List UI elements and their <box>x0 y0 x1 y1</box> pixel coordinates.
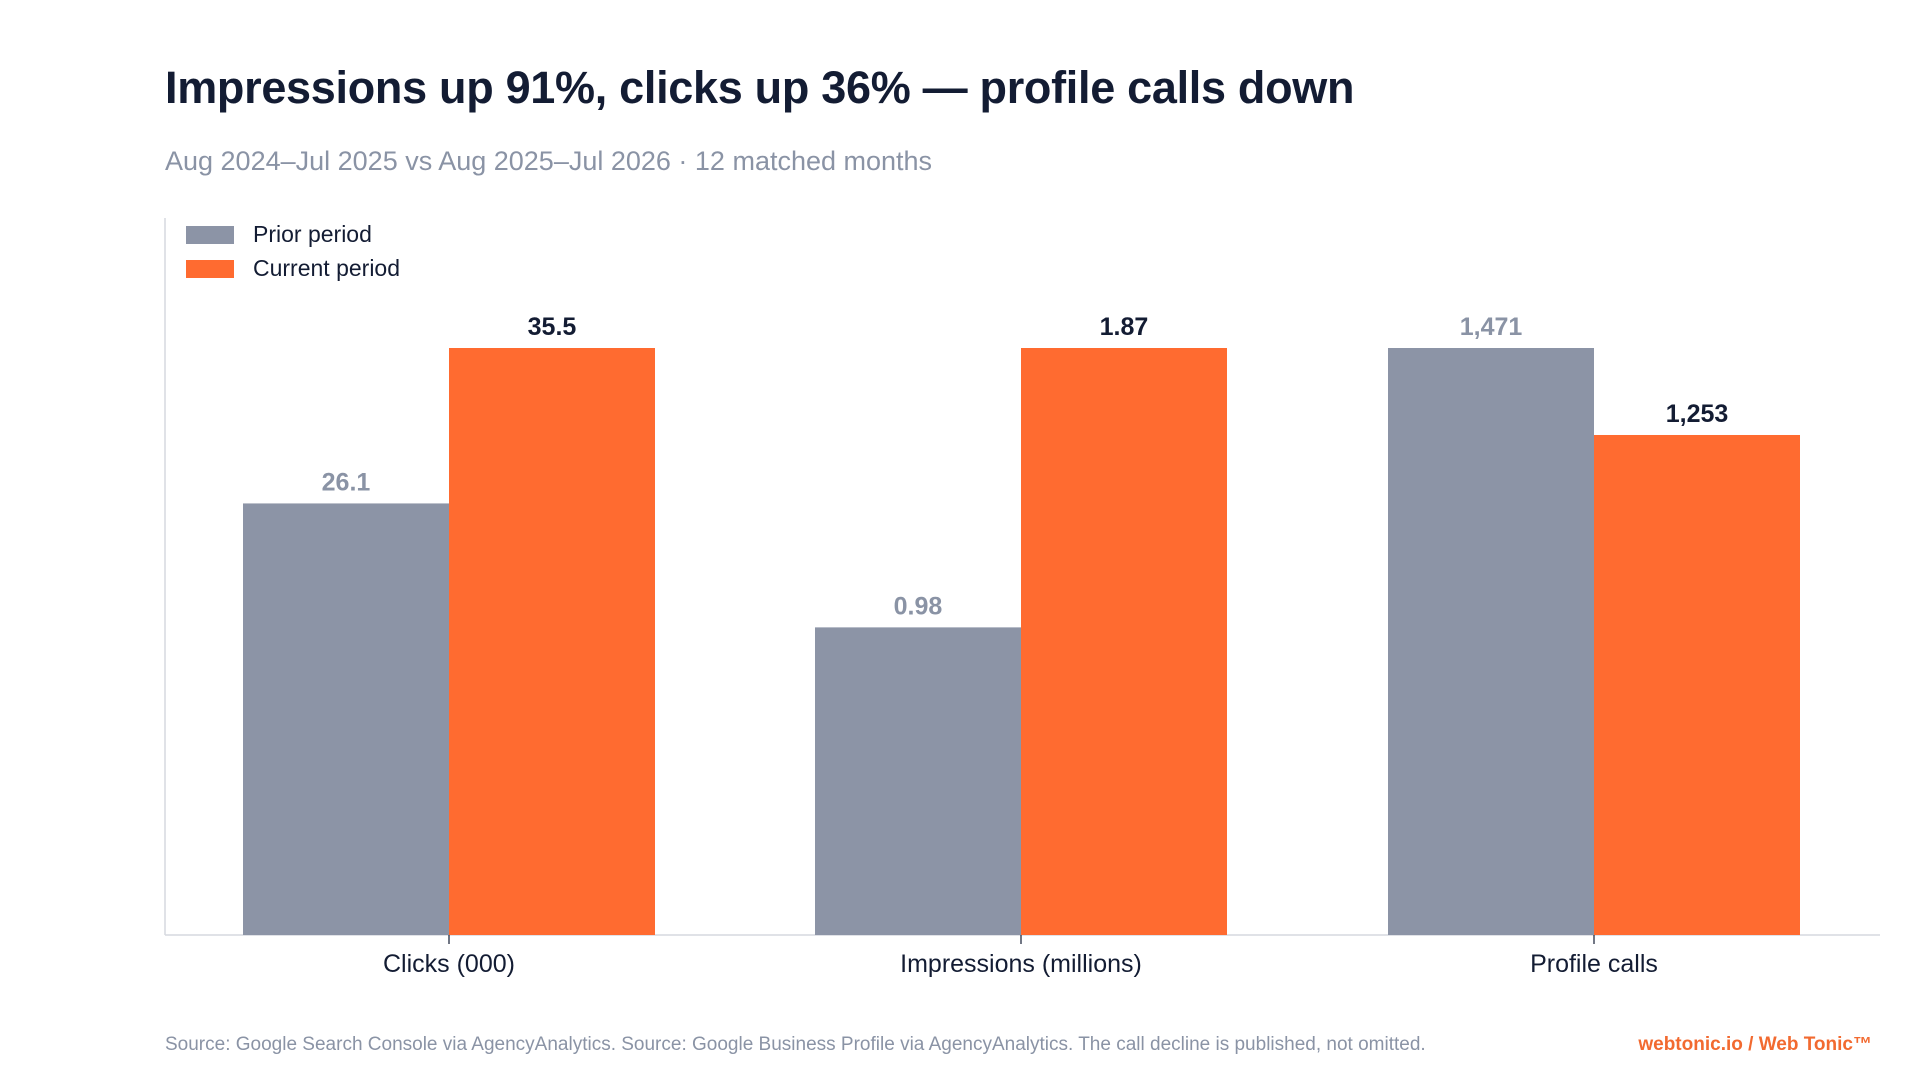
legend-label-prior: Prior period <box>253 221 372 247</box>
legend-swatch-current <box>186 260 234 278</box>
bar-prior-1 <box>815 627 1021 935</box>
data-label-prior-2: 1,471 <box>1460 313 1523 341</box>
legend-label-current: Current period <box>253 255 400 281</box>
bar-current-0 <box>449 348 655 935</box>
x-tick-label-1: Impressions (millions) <box>900 950 1142 978</box>
x-tick-label-2: Profile calls <box>1530 950 1658 978</box>
bar-prior-2 <box>1388 348 1594 935</box>
bar-current-2 <box>1594 434 1800 935</box>
brand-credit: webtonic.io / Web Tonic™ <box>1638 1034 1872 1055</box>
data-label-prior-0: 26.1 <box>322 468 371 496</box>
data-label-current-2: 1,253 <box>1666 400 1729 428</box>
chart-subtitle: Aug 2024–Jul 2025 vs Aug 2025–Jul 2026 ·… <box>165 146 933 176</box>
source-note: Source: Google Search Console via Agency… <box>165 1034 1426 1055</box>
legend-swatch-prior <box>186 226 234 244</box>
bar-current-1 <box>1021 348 1227 935</box>
x-tick-label-0: Clicks (000) <box>383 950 515 978</box>
data-label-current-0: 35.5 <box>528 313 577 341</box>
data-label-prior-1: 0.98 <box>894 592 943 620</box>
data-label-current-1: 1.87 <box>1100 313 1149 341</box>
bar-prior-0 <box>243 503 449 935</box>
chart-title: Impressions up 91%, clicks up 36% — prof… <box>165 62 1355 113</box>
